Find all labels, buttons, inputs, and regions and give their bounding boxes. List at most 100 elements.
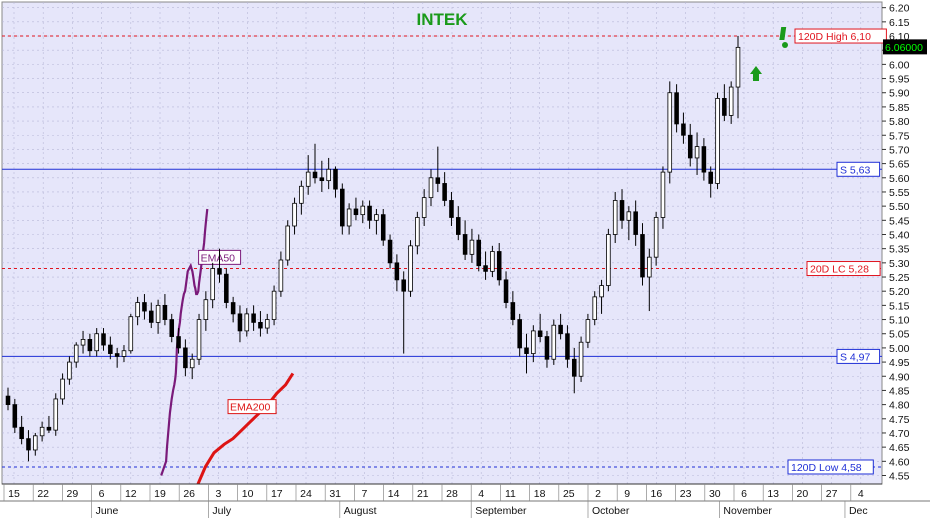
candle-down [367,205,372,221]
month-label: September [475,505,527,517]
y-tick-label: 5.95 [889,74,910,86]
candle-up [73,344,79,363]
candle-up [244,313,250,332]
x-tick-label: 18 [534,488,546,500]
candle-up [121,350,127,357]
x-tick-label: 29 [67,488,79,500]
y-tick-label: 5.35 [889,244,910,256]
last-price-label: 6.06000 [885,42,923,54]
up-arrow-icon [750,66,762,81]
x-tick-label: 13 [767,488,779,500]
candle-down [19,426,24,440]
candle-down [456,217,461,235]
candle-up [469,239,475,255]
plot-area [1,1,883,485]
candle-up [551,324,557,360]
candle-up [612,200,618,235]
candle-down [483,265,488,272]
candle-down [524,347,529,354]
candle-down [183,347,188,369]
candle-up [135,302,140,318]
y-tick-label: 4.55 [889,470,910,482]
ema50-line [160,208,209,476]
candle-down [237,313,243,332]
candle-up [271,290,277,320]
signal-markers [750,27,788,81]
candle-down [26,438,31,451]
candle-down [674,92,679,125]
candle-up [653,217,659,258]
candle-up [694,146,700,159]
level-label-box [794,28,887,44]
y-tick-label: 4.65 [889,442,910,454]
month-label: July [212,505,231,517]
y-tick-label: 5.60 [889,173,910,185]
y-tick-label: 4.70 [889,428,910,440]
y-tick-label: 5.55 [889,187,910,199]
y-tick-label: 5.45 [889,215,910,227]
candle-down [217,268,222,275]
month-label: Dec [849,505,868,517]
candle-down [544,336,550,360]
y-tick-label: 5.40 [889,229,910,241]
y-tick-label: 6.20 [889,3,910,15]
x-tick-label: 28 [446,488,458,500]
alert-dot-icon [782,42,788,48]
candle-down [640,234,645,278]
level-label: 120D Low 4,58 [791,462,862,474]
candle-down [387,239,393,264]
grid-lines [2,2,882,484]
candle-up [415,217,420,247]
x-tick-label: 22 [37,488,49,500]
candle-up [326,168,331,182]
candle-up [667,92,673,173]
x-tick-label: 15 [8,488,20,500]
x-tick-label: 7 [361,488,367,500]
candle-up [210,268,215,301]
candle-up [592,296,598,320]
candle-up [264,319,270,329]
candle-down [340,188,345,227]
x-tick-label: 25 [563,488,575,500]
y-tick-label: 5.20 [889,286,910,298]
candle-down [558,324,563,335]
x-tick-label: 20 [797,488,809,500]
x-tick-label: 2 [595,488,601,500]
candle-up [606,234,611,286]
moving-averages: EMA50 EMA200 [160,208,295,485]
y-tick-label: 5.05 [889,329,910,341]
candle-up [33,435,38,451]
candle-up [647,256,652,278]
candle-up [305,171,311,187]
candle-down [449,200,454,218]
ema200-label: EMA200 [230,402,270,414]
x-tick-label: 12 [125,488,137,500]
level-label: S 5,63 [840,164,871,176]
candle-up [578,341,584,377]
candle-up [346,208,352,227]
y-tick-label: 6.15 [889,17,910,29]
x-tick-label: 27 [826,488,838,500]
level-label-box [836,161,881,177]
y-tick-label: 4.75 [889,414,910,426]
chart-title: INTEK [417,10,469,29]
candle-down [87,338,93,352]
alert-bar-icon [779,27,787,40]
x-tick-label: 19 [154,488,166,500]
candle-up [374,214,379,221]
y-tick-label: 5.15 [889,300,910,312]
candle-up [585,319,591,343]
level-label: 120D High 6,10 [798,31,871,43]
x-tick-label: 30 [709,488,721,500]
x-tick-label: 3 [215,488,221,500]
level-label-box [806,261,881,277]
candle-up [189,358,195,369]
y-tick-label: 4.95 [889,357,910,369]
candle-down [442,183,447,201]
candle-down [462,234,468,255]
x-tick-label: 16 [651,488,663,500]
ema50-label: EMA50 [201,252,236,264]
level-label: S 4,97 [840,351,871,363]
ema200-line [196,372,295,485]
candle-up [626,211,632,221]
